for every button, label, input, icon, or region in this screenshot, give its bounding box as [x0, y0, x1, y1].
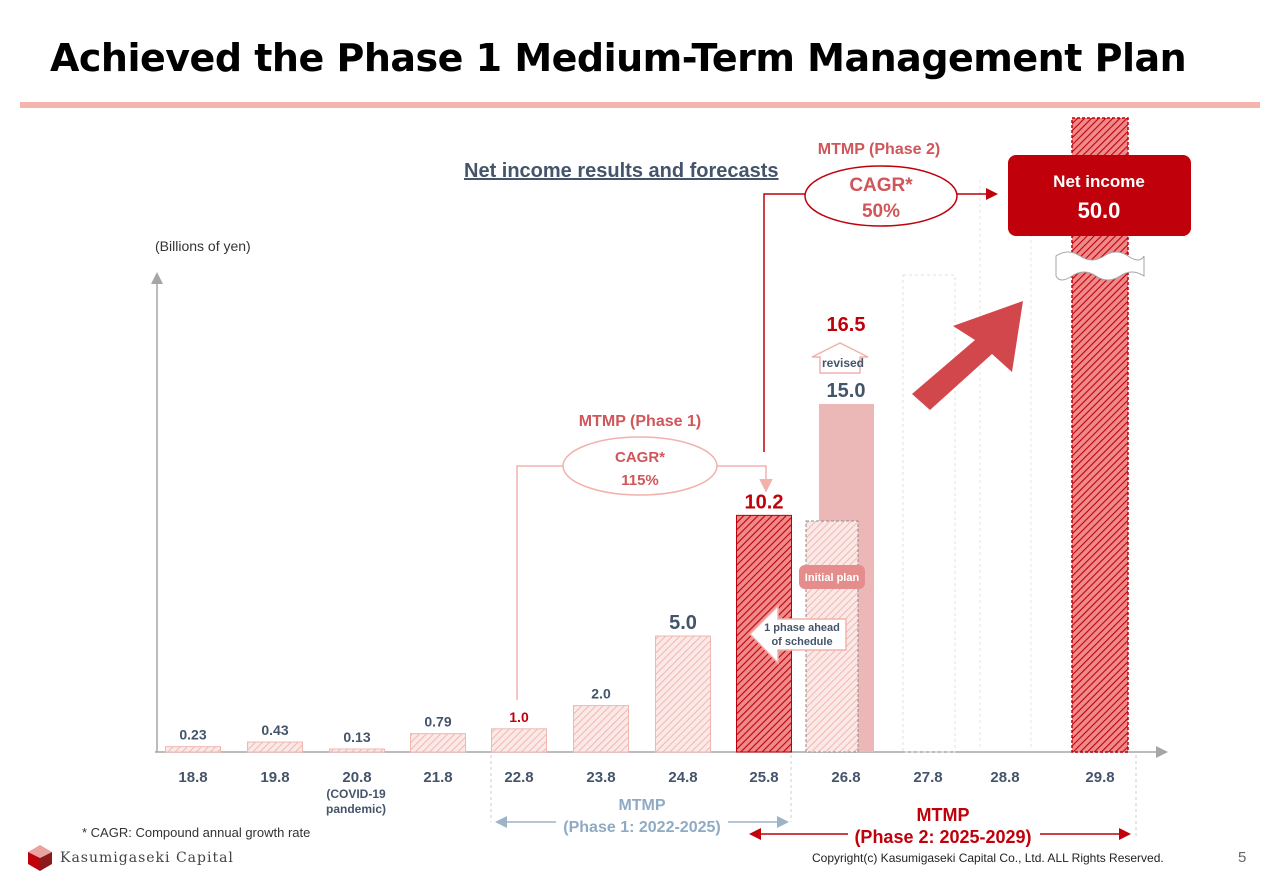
x-tick-label: 24.8 — [668, 769, 697, 786]
phase2-cagr-value: 50% — [862, 201, 900, 222]
data-label-23.8: 2.0 — [591, 686, 611, 702]
phase1-range-line1: MTMP — [618, 797, 665, 814]
revised-value: 16.5 — [827, 314, 866, 336]
logo-mark-icon — [28, 845, 52, 871]
x-tick-label: 19.8 — [260, 769, 289, 786]
revised-note: revised — [822, 356, 864, 370]
phase2-cagr-label: CAGR* — [849, 175, 913, 196]
ahead-note-line1: 1 phase ahead — [764, 622, 840, 634]
x-tick-label: 22.8 — [504, 769, 533, 786]
ahead-arrow-shape — [748, 604, 847, 665]
phase1-cagr-label: CAGR* — [615, 449, 665, 466]
bar-18.8 — [165, 746, 221, 753]
data-label-24.8: 5.0 — [669, 612, 697, 634]
x-tick-label: 18.8 — [178, 769, 207, 786]
x-tick-label: 28.8 — [990, 769, 1019, 786]
chart-title: Net income results and forecasts — [464, 160, 779, 182]
data-label-20.8: 0.13 — [343, 729, 370, 745]
growth-arrow-icon — [912, 301, 1023, 410]
title-divider — [20, 102, 1260, 108]
phase1-cagr-ellipse — [562, 436, 718, 496]
axis-break — [1055, 251, 1145, 281]
x-tick-label: 21.8 — [423, 769, 452, 786]
bar-24.8 — [655, 635, 711, 753]
copyright: Copyright(c) Kasumigaseki Capital Co., L… — [812, 851, 1164, 865]
data-label-18.8: 0.23 — [179, 727, 206, 743]
data-label-25.8: 10.2 — [745, 491, 784, 513]
phase2-range-line1: MTMP — [917, 805, 970, 825]
x-tick-label: 23.8 — [586, 769, 615, 786]
target-label: Net income — [1053, 172, 1145, 191]
data-label-22.8: 1.0 — [509, 709, 529, 725]
target-box — [1008, 155, 1191, 236]
phase2-cagr-ellipse — [804, 165, 958, 227]
phase1-cagr-value: 115% — [621, 472, 659, 489]
phase2-range-line2: (Phase 2: 2025-2029) — [854, 827, 1031, 847]
revised-arrow-shape — [811, 342, 869, 374]
category-note-line2: pandemic) — [326, 802, 386, 816]
x-tick-label: 20.8 — [342, 769, 371, 786]
bar-21.8 — [410, 733, 466, 753]
bar-22.8 — [491, 728, 547, 753]
target-value: 50.0 — [1078, 198, 1121, 223]
logo-text: Kasumigaseki Capital — [60, 850, 234, 866]
x-tick-label: 26.8 — [831, 769, 860, 786]
phase2-title: MTMP (Phase 2) — [818, 141, 940, 158]
page-number: 5 — [1238, 849, 1247, 866]
x-tick-label: 25.8 — [749, 769, 778, 786]
company-logo: Kasumigaseki Capital — [28, 845, 234, 871]
bar-23.8 — [573, 705, 629, 753]
bar-19.8 — [247, 741, 303, 753]
page-title: Achieved the Phase 1 Medium-Term Managem… — [50, 36, 1187, 80]
data-label-26.8: 15.0 — [827, 380, 866, 402]
x-tick-label: 29.8 — [1085, 769, 1114, 786]
ahead-note-line2: of schedule — [771, 636, 832, 648]
x-tick-label: 27.8 — [913, 769, 942, 786]
y-axis-label: (Billions of yen) — [155, 238, 251, 254]
category-note-line1: (COVID-19 — [326, 787, 386, 801]
phase1-range-line2: (Phase 1: 2022-2025) — [563, 819, 720, 836]
initial-plan-label: Initial plan — [805, 572, 860, 584]
data-label-21.8: 0.79 — [424, 714, 451, 730]
initial-plan-badge — [799, 565, 865, 589]
bar-20.8 — [329, 748, 385, 753]
data-label-19.8: 0.43 — [261, 722, 288, 738]
footnote: * CAGR: Compound annual growth rate — [82, 825, 311, 840]
phase1-title: MTMP (Phase 1) — [579, 413, 701, 430]
